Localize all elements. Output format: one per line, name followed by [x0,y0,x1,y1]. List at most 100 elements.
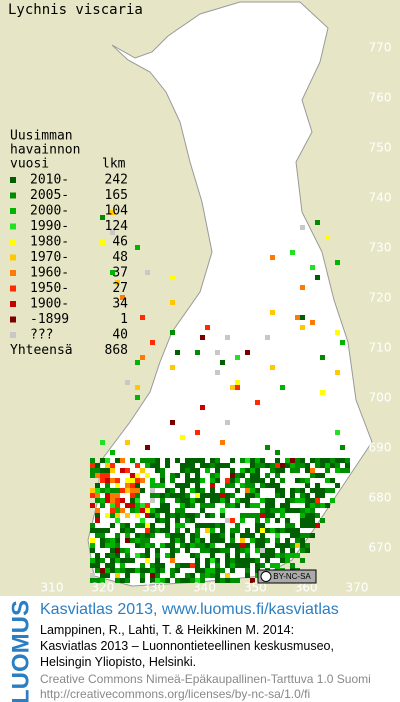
square [180,523,185,528]
square [275,563,280,568]
square [250,538,255,543]
square [335,468,340,473]
square [150,483,155,488]
square [120,568,125,573]
square [255,513,260,518]
square [210,493,215,498]
square [145,548,150,553]
square [280,543,285,548]
square [285,518,290,523]
square [325,235,330,240]
square [210,553,215,558]
square [300,493,305,498]
square [255,478,260,483]
square [210,533,215,538]
square [170,548,175,553]
square [175,518,180,523]
square [175,473,180,478]
square [235,503,240,508]
legend-total-label: Yhteensä [10,343,73,358]
square [95,513,100,518]
square [315,473,320,478]
square [125,558,130,563]
square [265,518,270,523]
square [225,553,230,558]
square [310,523,315,528]
square [335,370,340,375]
square [275,463,280,468]
square [300,478,305,483]
square [250,478,255,483]
square [125,503,130,508]
square [270,548,275,553]
square [90,493,95,498]
footer-link[interactable]: Kasviatlas 2013, www.luomus.fi/kasviatla… [40,601,339,618]
square [95,563,100,568]
square [245,350,250,355]
square [130,458,135,463]
square [140,573,145,578]
square [150,463,155,468]
square [225,548,230,553]
legend-label: 1900- [30,297,69,312]
square [195,578,200,583]
square [210,478,215,483]
square [125,528,130,533]
legend-label: 2005- [30,188,69,203]
square [145,503,150,508]
square [165,533,170,538]
square [140,488,145,493]
square [180,513,185,518]
square [120,488,125,493]
square [180,435,185,440]
square [295,538,300,543]
square [130,493,135,498]
square [250,513,255,518]
square [150,568,155,573]
square [270,513,275,518]
square [125,513,130,518]
square [95,488,100,493]
square [270,365,275,370]
square [300,548,305,553]
legend-count: 46 [112,235,128,250]
legend-count: 27 [112,281,128,296]
square [325,463,330,468]
square [280,503,285,508]
square [175,483,180,488]
square [195,543,200,548]
square [210,513,215,518]
square [315,458,320,463]
square [295,315,300,320]
square [150,563,155,568]
square [300,463,305,468]
square [315,463,320,468]
square [175,493,180,498]
square [220,498,225,503]
legend-label: 1980- [30,235,69,250]
square [110,270,115,275]
square [220,440,225,445]
square [140,503,145,508]
legend-swatch [10,254,16,261]
square [170,493,175,498]
square [125,573,130,578]
square [185,478,190,483]
square [225,498,230,503]
square [250,463,255,468]
square [190,463,195,468]
square [110,493,115,498]
square [260,548,265,553]
square [100,458,105,463]
square [145,523,150,528]
square [185,468,190,473]
square [135,503,140,508]
square [250,558,255,563]
square [265,473,270,478]
square [190,513,195,518]
square [255,458,260,463]
x-tick-label: 370 [346,581,369,595]
square [130,498,135,503]
square [180,498,185,503]
square [185,483,190,488]
